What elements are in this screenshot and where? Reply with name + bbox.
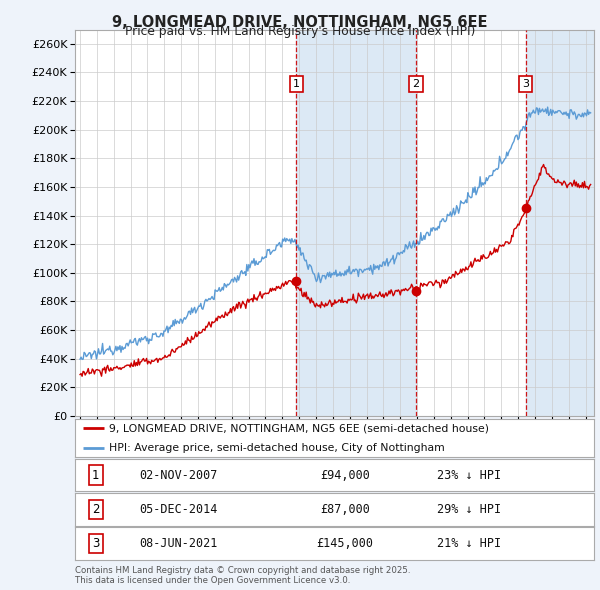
Text: 1: 1 xyxy=(293,79,300,89)
Text: 05-DEC-2014: 05-DEC-2014 xyxy=(140,503,218,516)
Text: 08-JUN-2021: 08-JUN-2021 xyxy=(140,537,218,550)
Text: £94,000: £94,000 xyxy=(320,468,370,482)
Text: 3: 3 xyxy=(92,537,100,550)
Bar xyxy=(296,30,416,416)
Text: 3: 3 xyxy=(522,79,529,89)
Text: 29% ↓ HPI: 29% ↓ HPI xyxy=(437,503,502,516)
Text: £87,000: £87,000 xyxy=(320,503,370,516)
Text: 9, LONGMEAD DRIVE, NOTTINGHAM, NG5 6EE (semi-detached house): 9, LONGMEAD DRIVE, NOTTINGHAM, NG5 6EE (… xyxy=(109,424,489,434)
Text: 21% ↓ HPI: 21% ↓ HPI xyxy=(437,537,502,550)
Bar xyxy=(526,30,594,416)
Text: 2: 2 xyxy=(92,503,100,516)
Text: 1: 1 xyxy=(92,468,100,482)
Text: 2: 2 xyxy=(412,79,419,89)
Text: £145,000: £145,000 xyxy=(316,537,373,550)
Text: 23% ↓ HPI: 23% ↓ HPI xyxy=(437,468,502,482)
Text: HPI: Average price, semi-detached house, City of Nottingham: HPI: Average price, semi-detached house,… xyxy=(109,442,445,453)
Text: 9, LONGMEAD DRIVE, NOTTINGHAM, NG5 6EE: 9, LONGMEAD DRIVE, NOTTINGHAM, NG5 6EE xyxy=(112,15,488,30)
Text: Contains HM Land Registry data © Crown copyright and database right 2025.
This d: Contains HM Land Registry data © Crown c… xyxy=(75,566,410,585)
Text: Price paid vs. HM Land Registry's House Price Index (HPI): Price paid vs. HM Land Registry's House … xyxy=(125,25,475,38)
Text: 02-NOV-2007: 02-NOV-2007 xyxy=(140,468,218,482)
